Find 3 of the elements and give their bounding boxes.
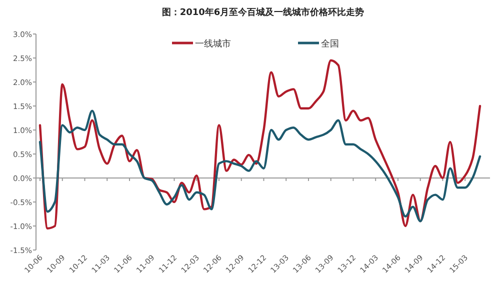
legend-label: 全国 <box>321 38 339 50</box>
chart-title: 图：2010年6月至今百城及一线城市价格环比走势 <box>162 7 364 18</box>
legend-label: 一线城市 <box>195 38 231 50</box>
